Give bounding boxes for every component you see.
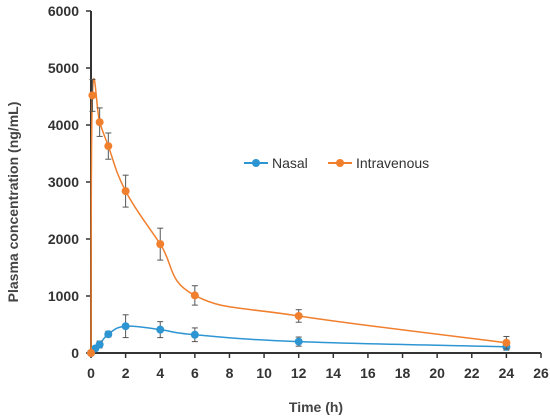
series-intravenous <box>87 77 511 357</box>
y-tick-label: 0 <box>71 345 79 361</box>
y-axis-ticks: 0 1000 2000 3000 4000 5000 6000 <box>48 3 91 361</box>
data-point <box>190 330 199 339</box>
data-point <box>294 311 303 320</box>
legend-swatch-marker <box>252 159 260 167</box>
legend-swatch-marker <box>336 159 344 167</box>
x-tick-label: 4 <box>156 365 164 381</box>
x-tick-label: 0 <box>87 365 95 381</box>
data-point <box>88 91 97 100</box>
legend: Nasal Intravenous <box>244 155 429 171</box>
x-tick-label: 8 <box>226 365 234 381</box>
data-point <box>104 142 113 151</box>
y-axis-title: Plasma concentration (ng/mL) <box>5 102 21 303</box>
x-tick-label: 6 <box>191 365 199 381</box>
series-layer <box>87 77 511 357</box>
x-tick-label: 22 <box>464 365 480 381</box>
data-point <box>156 325 165 334</box>
legend-label: Intravenous <box>356 155 429 171</box>
y-tick-label: 6000 <box>48 3 79 19</box>
y-tick-label: 5000 <box>48 60 79 76</box>
y-tick-label: 3000 <box>48 174 79 190</box>
data-point <box>87 349 95 357</box>
y-tick-label: 2000 <box>48 231 79 247</box>
x-tick-label: 2 <box>122 365 130 381</box>
x-tick-label: 14 <box>326 365 342 381</box>
x-tick-label: 20 <box>429 365 445 381</box>
data-point <box>95 340 104 349</box>
x-tick-label: 26 <box>533 365 549 381</box>
x-tick-label: 12 <box>291 365 307 381</box>
data-point <box>190 291 199 300</box>
data-point <box>104 330 113 339</box>
data-point <box>294 337 303 346</box>
x-tick-label: 24 <box>499 365 515 381</box>
x-tick-label: 18 <box>395 365 411 381</box>
x-tick-label: 10 <box>256 365 272 381</box>
y-tick-label: 1000 <box>48 288 79 304</box>
x-tick-label: 16 <box>360 365 376 381</box>
data-point <box>95 118 104 127</box>
y-tick-label: 4000 <box>48 117 79 133</box>
data-point <box>121 322 130 331</box>
data-point <box>502 338 511 347</box>
x-axis-title: Time (h) <box>289 399 343 415</box>
legend-label: Nasal <box>272 155 308 171</box>
series-nasal <box>87 314 511 357</box>
data-point <box>121 187 130 196</box>
x-axis-ticks: 0 2 4 6 8 10 12 14 16 18 20 22 24 26 <box>87 353 549 381</box>
data-point <box>156 240 165 249</box>
